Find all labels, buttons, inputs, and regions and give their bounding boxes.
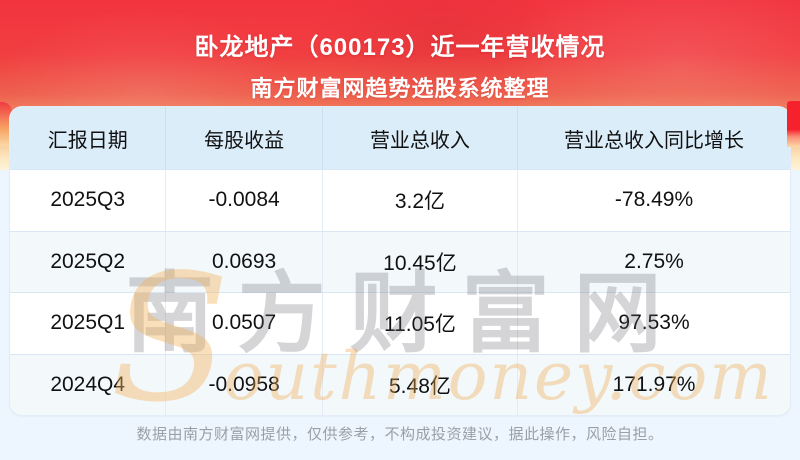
table-header-row: 汇报日期 每股收益 营业总收入 营业总收入同比增长 — [10, 107, 790, 169]
revenue-table: 汇报日期 每股收益 营业总收入 营业总收入同比增长 2025Q3 -0.0084… — [10, 107, 790, 415]
column-header-total-revenue: 营业总收入 — [321, 107, 517, 169]
cell-revenue-yoy-growth: 2.75% — [517, 231, 790, 292]
cell-report-date: 2025Q2 — [50, 249, 126, 273]
hero-banner: 卧龙地产（600173）近一年营收情况 南方财富网趋势选股系统整理 — [0, 0, 800, 170]
cell-report-date: 2025Q1 — [50, 311, 126, 335]
cell-eps: -0.0958 — [165, 354, 321, 415]
cell-revenue-yoy-growth: 171.97% — [517, 354, 790, 415]
cell-eps: 0.0507 — [165, 293, 321, 354]
table-row: 2024Q4 -0.0958 5.48亿 171.97% — [10, 353, 790, 415]
page-title: 卧龙地产（600173）近一年营收情况 — [194, 34, 606, 61]
table-row: 2025Q3 -0.0084 3.2亿 -78.49% — [10, 169, 790, 231]
table-row: 2025Q2 0.0693 10.45亿 2.75% — [10, 230, 790, 292]
cell-total-revenue: 10.45亿 — [321, 231, 517, 292]
page-subtitle: 南方财富网趋势选股系统整理 — [250, 76, 550, 101]
cell-total-revenue: 5.48亿 — [321, 354, 517, 415]
disclaimer-text: 数据由南方财富网提供，仅供参考，不构成投资建议，据此操作，风险自担。 — [136, 426, 664, 443]
column-header-eps: 每股收益 — [165, 107, 321, 169]
cell-total-revenue: 3.2亿 — [321, 170, 517, 231]
cell-eps: 0.0693 — [165, 231, 321, 292]
ribbon-decoration-left — [0, 102, 12, 146]
column-header-report-date: 汇报日期 — [47, 129, 128, 152]
cell-total-revenue: 11.05亿 — [321, 293, 517, 354]
cell-revenue-yoy-growth: -78.49% — [517, 170, 790, 231]
cell-eps: -0.0084 — [165, 170, 321, 231]
column-header-revenue-yoy-growth: 营业总收入同比增长 — [517, 107, 790, 169]
ribbon-decoration-right — [787, 101, 800, 147]
table-row: 2025Q1 0.0507 11.05亿 97.53% — [10, 292, 790, 354]
cell-revenue-yoy-growth: 97.53% — [517, 293, 790, 354]
cell-report-date: 2024Q4 — [50, 372, 126, 396]
cell-report-date: 2025Q3 — [50, 188, 126, 212]
